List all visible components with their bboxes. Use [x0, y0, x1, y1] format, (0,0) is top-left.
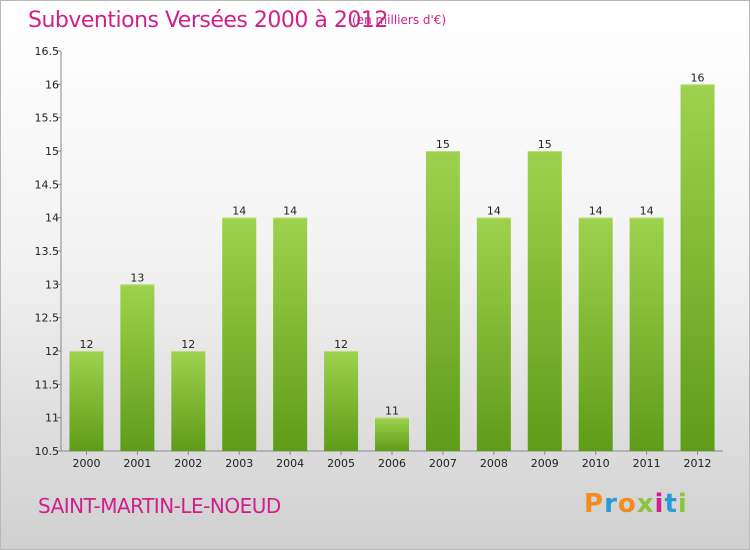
bar-2012 [680, 84, 715, 451]
bar-2006 [375, 417, 409, 451]
logo-letter: r [604, 489, 618, 519]
x-tick-label-2004: 2004 [276, 457, 304, 470]
x-tick-label-2012: 2012 [684, 457, 712, 470]
bar-2004 [273, 217, 308, 451]
y-tick-label: 15 [45, 145, 59, 158]
logo-letter: x [636, 489, 655, 519]
bar-2001 [120, 284, 155, 451]
chart-title: Subventions Versées 2000 à 2012 [28, 8, 388, 33]
x-tick-label-2011: 2011 [633, 457, 661, 470]
logo-letter: o [617, 489, 637, 519]
bar-2003 [222, 217, 257, 451]
x-tick-label-2005: 2005 [327, 457, 355, 470]
commune-name: SAINT-MARTIN-LE-NOEUD [38, 494, 281, 518]
logo-letter: i [677, 489, 688, 519]
y-tick-label: 12 [45, 345, 59, 358]
y-tick-label: 13 [45, 278, 59, 291]
x-tick-label-2002: 2002 [174, 457, 202, 470]
logo-letter: i [654, 489, 665, 519]
logo-letter: P [584, 489, 605, 519]
data-label-2000: 12 [79, 338, 93, 351]
bar-2011 [629, 217, 664, 451]
data-label-2009: 15 [538, 138, 552, 151]
x-tick-label-2007: 2007 [429, 457, 457, 470]
y-tick-label: 14 [45, 212, 59, 225]
data-label-2011: 14 [640, 205, 654, 218]
chart-axes: 10.5 11 11.5 12 12.5 13 13.5 14 14.5 15 15.5 16 16.5… [35, 45, 723, 470]
data-label-2002: 12 [181, 338, 195, 351]
data-label-2007: 15 [436, 138, 450, 151]
y-tick-label: 16.5 [35, 45, 60, 58]
y-tick-label: 11.5 [35, 378, 60, 391]
y-tick-label: 11 [45, 412, 59, 425]
data-label-2008: 14 [487, 205, 501, 218]
bar-2005 [324, 351, 359, 451]
x-tick-label-2006: 2006 [378, 457, 406, 470]
proxiti-logo: Proxiti [584, 489, 688, 519]
x-tick-label-2000: 2000 [72, 457, 100, 470]
x-tick-label-2008: 2008 [480, 457, 508, 470]
bar-2002 [171, 351, 206, 451]
data-label-2001: 13 [130, 271, 144, 284]
data-label-2010: 14 [589, 205, 603, 218]
x-tick-label-2009: 2009 [531, 457, 559, 470]
y-tick-label: 12.5 [35, 312, 60, 325]
bar-2007 [425, 151, 460, 451]
x-tick-label-2010: 2010 [582, 457, 610, 470]
chart-bars: 12 13 12 14 14 12 11 15 14 15 14 14 16 [69, 71, 715, 451]
bar-2009 [527, 151, 562, 451]
y-tick-label: 13.5 [35, 245, 60, 258]
x-tick-label-2001: 2001 [123, 457, 151, 470]
chart-subtitle: (en milliers d'€) [352, 13, 447, 27]
y-tick-label: 16 [45, 78, 59, 91]
data-label-2005: 12 [334, 338, 348, 351]
bar-2010 [578, 217, 613, 451]
data-label-2012: 16 [691, 71, 705, 84]
y-tick-label: 10.5 [35, 445, 60, 458]
y-tick-label: 14.5 [35, 178, 60, 191]
x-tick-label-2003: 2003 [225, 457, 253, 470]
data-label-2003: 14 [232, 205, 246, 218]
data-label-2004: 14 [283, 205, 297, 218]
logo-letter: t [664, 489, 678, 519]
y-tick-label: 15.5 [35, 112, 60, 125]
bar-2000 [69, 351, 104, 451]
data-label-2006: 11 [385, 405, 399, 418]
bar-2008 [476, 217, 511, 451]
